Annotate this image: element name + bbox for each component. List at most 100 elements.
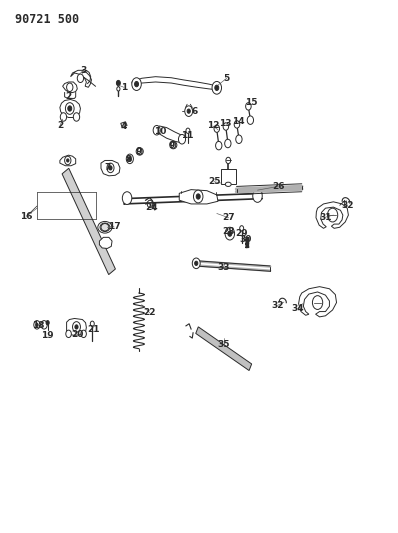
Circle shape <box>225 139 231 148</box>
Polygon shape <box>155 126 185 142</box>
Text: 35: 35 <box>218 341 230 350</box>
Text: 10: 10 <box>154 127 166 136</box>
Text: 22: 22 <box>143 308 156 317</box>
Circle shape <box>41 320 47 329</box>
Text: 27: 27 <box>222 213 235 222</box>
Circle shape <box>77 74 84 83</box>
Polygon shape <box>132 77 219 90</box>
Circle shape <box>247 116 254 124</box>
Circle shape <box>68 106 72 111</box>
Circle shape <box>128 157 131 161</box>
Circle shape <box>228 231 232 236</box>
Text: 9: 9 <box>169 141 175 150</box>
Circle shape <box>171 142 176 148</box>
Circle shape <box>107 163 114 173</box>
Circle shape <box>216 141 222 150</box>
Circle shape <box>192 258 200 269</box>
Circle shape <box>126 154 133 164</box>
Text: 16: 16 <box>20 212 33 221</box>
Circle shape <box>122 192 132 205</box>
Text: 31: 31 <box>319 213 332 222</box>
Circle shape <box>246 103 251 110</box>
Circle shape <box>225 227 234 240</box>
Circle shape <box>73 113 80 121</box>
Circle shape <box>240 225 244 231</box>
Text: 29: 29 <box>235 229 248 238</box>
Circle shape <box>66 83 73 92</box>
Circle shape <box>187 109 190 114</box>
Circle shape <box>328 208 338 222</box>
Polygon shape <box>179 190 218 204</box>
Text: 21: 21 <box>87 325 100 334</box>
Text: 32: 32 <box>272 301 284 310</box>
Text: 6: 6 <box>192 107 198 116</box>
Circle shape <box>312 296 323 310</box>
Text: 18: 18 <box>32 321 45 330</box>
Text: 8: 8 <box>125 155 132 164</box>
Circle shape <box>215 85 219 91</box>
Text: 13: 13 <box>219 119 232 128</box>
Text: 34: 34 <box>291 304 304 313</box>
Polygon shape <box>66 318 86 335</box>
Circle shape <box>116 80 120 86</box>
Polygon shape <box>70 70 92 87</box>
Circle shape <box>185 106 193 116</box>
Circle shape <box>34 320 40 329</box>
Text: 30: 30 <box>240 236 252 245</box>
Circle shape <box>60 113 66 121</box>
Text: 24: 24 <box>145 203 158 212</box>
Ellipse shape <box>225 182 231 187</box>
Circle shape <box>132 78 141 91</box>
Circle shape <box>137 148 142 155</box>
Circle shape <box>72 321 80 332</box>
Circle shape <box>117 87 120 91</box>
Circle shape <box>153 125 160 135</box>
Text: 15: 15 <box>245 98 258 107</box>
Text: 11: 11 <box>181 131 193 140</box>
Polygon shape <box>121 122 127 127</box>
FancyBboxPatch shape <box>221 169 236 184</box>
Polygon shape <box>100 237 112 248</box>
Circle shape <box>46 320 49 325</box>
Polygon shape <box>60 100 80 117</box>
Circle shape <box>223 123 228 130</box>
Text: 7: 7 <box>104 163 111 172</box>
Text: 20: 20 <box>72 330 84 339</box>
Circle shape <box>226 157 230 164</box>
Circle shape <box>109 166 112 170</box>
Text: 32: 32 <box>341 201 353 210</box>
Text: 12: 12 <box>207 122 219 131</box>
Text: 1: 1 <box>121 83 127 92</box>
Circle shape <box>234 120 240 128</box>
Circle shape <box>253 190 262 203</box>
Circle shape <box>178 134 185 144</box>
Text: 9: 9 <box>136 148 142 157</box>
Circle shape <box>147 200 153 208</box>
Circle shape <box>65 103 74 114</box>
Text: 19: 19 <box>41 331 54 340</box>
Circle shape <box>196 194 200 199</box>
Text: 5: 5 <box>224 74 230 83</box>
Polygon shape <box>101 160 120 176</box>
Polygon shape <box>62 82 77 93</box>
Text: 25: 25 <box>208 177 220 186</box>
Polygon shape <box>298 287 337 317</box>
Text: 4: 4 <box>121 122 127 131</box>
Text: 3: 3 <box>80 66 87 75</box>
Ellipse shape <box>101 223 109 231</box>
Circle shape <box>236 135 242 143</box>
Polygon shape <box>62 168 115 274</box>
Polygon shape <box>60 155 76 166</box>
Text: 28: 28 <box>222 227 235 236</box>
Circle shape <box>36 323 38 326</box>
Circle shape <box>214 125 220 132</box>
Ellipse shape <box>136 148 143 155</box>
Circle shape <box>193 190 203 203</box>
Ellipse shape <box>98 221 112 233</box>
Circle shape <box>186 128 190 133</box>
Text: 17: 17 <box>108 222 120 231</box>
Text: 2: 2 <box>57 122 63 131</box>
Polygon shape <box>196 327 252 370</box>
Circle shape <box>64 156 71 165</box>
Text: 33: 33 <box>217 263 230 272</box>
